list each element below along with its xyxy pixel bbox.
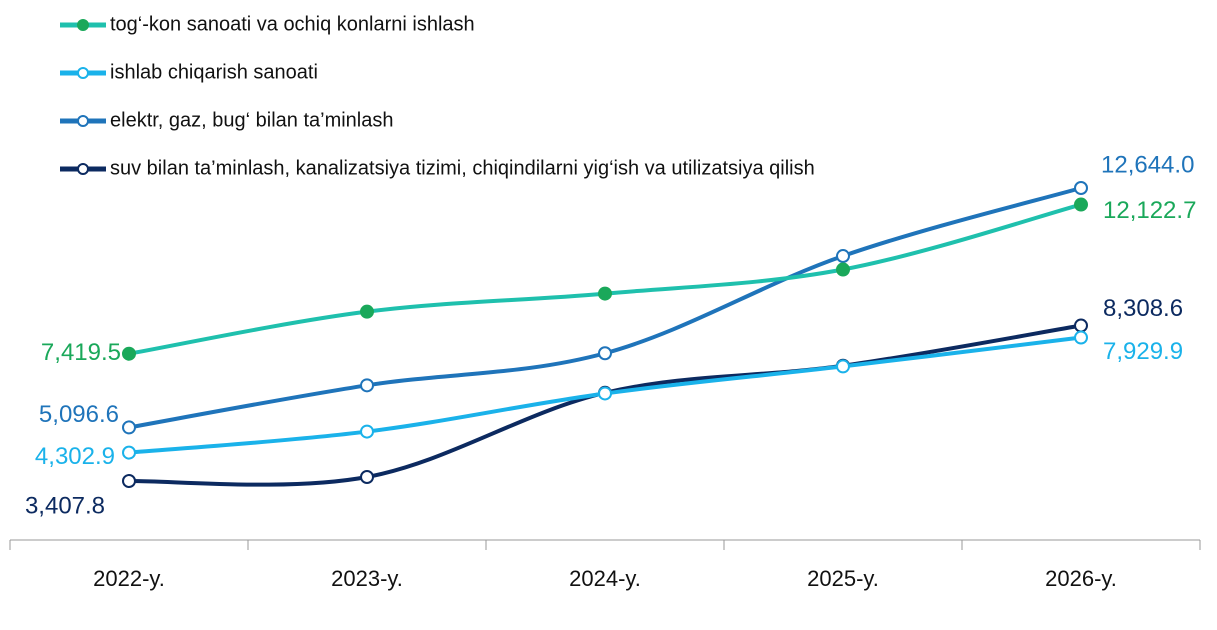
legend-label: suv bilan ta’minlash, kanalizatsiya tizi… [110,157,815,179]
legend-marker [77,115,89,127]
point [122,474,136,488]
point [1074,318,1088,333]
data-label: 7,929.9 [1103,338,1183,365]
x-tick-label: 2025-y. [807,566,879,591]
point [1074,197,1088,212]
legend-marker [77,67,89,79]
point [836,262,850,277]
point [1074,181,1088,195]
data-label: 8,308.6 [1103,295,1183,322]
x-tick-label: 2022-y. [93,566,165,591]
data-label: 12,122.7 [1103,197,1196,224]
point [360,304,374,319]
x-tick-label: 2026-y. [1045,566,1117,591]
legend-label: elektr, gaz, bug‘ bilan ta’minlash [110,109,394,131]
point [122,346,136,361]
point [122,420,136,435]
point [836,359,850,374]
x-tick-label: 2024-y. [569,566,641,591]
data-label: 7,419.5 [41,339,121,366]
point [598,286,612,301]
point [360,378,374,393]
legend-marker [77,19,89,31]
point [360,424,374,439]
legend-marker [77,163,89,175]
x-tick-label: 2023-y. [331,566,403,591]
point [1074,330,1088,345]
data-label: 3,407.8 [25,492,105,519]
point [598,386,612,401]
point [598,346,612,361]
data-label: 12,644.0 [1101,151,1194,178]
point [122,445,136,460]
point [360,469,374,484]
legend-label: tog‘-kon sanoati va ochiq konlarni ishla… [110,13,475,35]
point [836,249,850,264]
legend-label: ishlab chiqarish sanoati [110,61,318,83]
data-label: 4,302.9 [35,443,115,470]
data-label: 5,096.6 [39,401,119,428]
